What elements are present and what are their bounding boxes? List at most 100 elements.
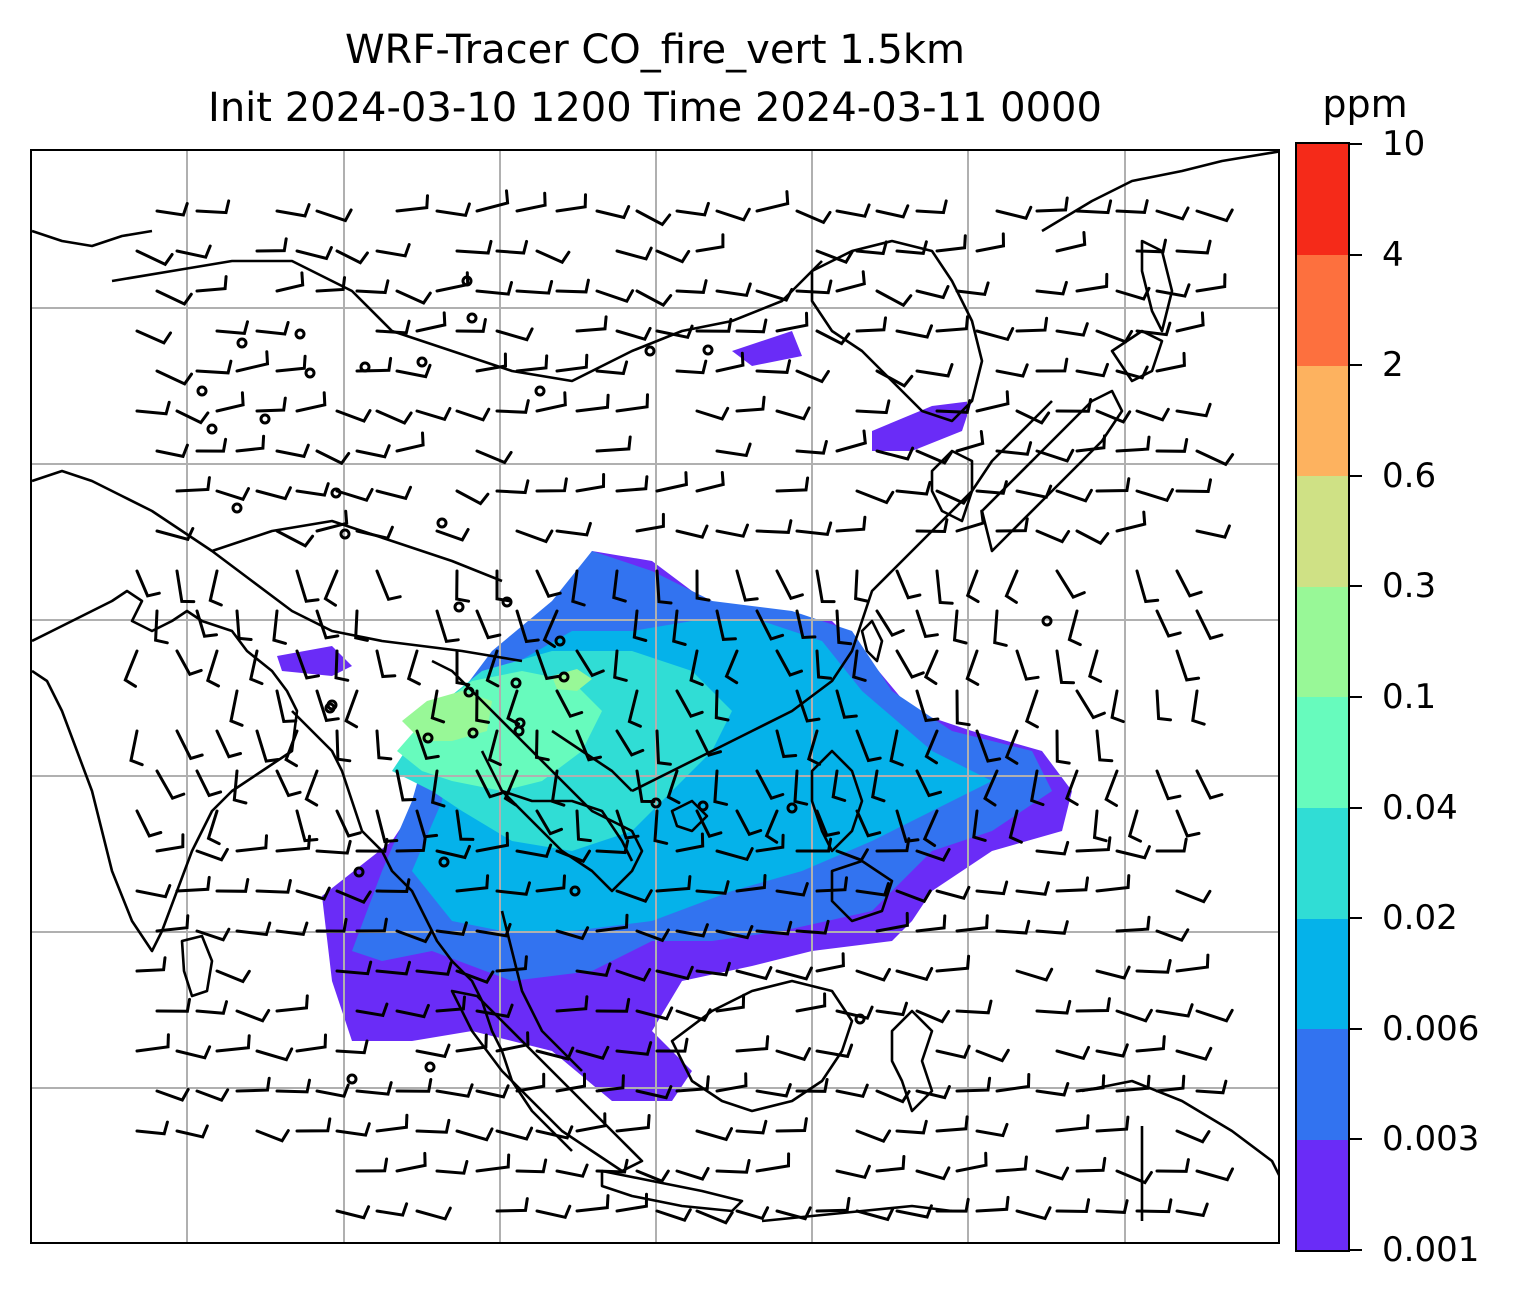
wind-barb — [1015, 649, 1040, 681]
wind-barb — [155, 833, 185, 853]
wind-barb — [1195, 1167, 1234, 1182]
wind-barb — [275, 203, 311, 218]
colorbar-segment — [1297, 475, 1348, 587]
colorbar-tick-label: 0.1 — [1382, 677, 1437, 717]
coastline-india — [32, 589, 299, 953]
wind-barb — [875, 1001, 908, 1017]
wind-barb — [675, 1075, 710, 1093]
wind-barb — [972, 809, 987, 842]
wind-barb — [975, 1122, 1009, 1138]
wind-barb — [295, 391, 327, 413]
wind-barb — [775, 882, 809, 897]
wind-barb — [815, 876, 848, 893]
wind-barb — [735, 809, 763, 837]
wind-barb — [672, 609, 687, 646]
wind-barb — [335, 1122, 371, 1137]
wind-barb — [255, 396, 287, 413]
wind-barb — [235, 1009, 271, 1023]
wind-barb — [635, 289, 673, 308]
wind-barb — [675, 1008, 712, 1023]
wind-barb — [375, 729, 393, 761]
wind-barb — [775, 966, 813, 981]
wind-barb — [735, 569, 759, 602]
calm-wind-circle — [294, 328, 306, 340]
wind-barb — [995, 205, 1033, 220]
wind-barb — [1195, 609, 1224, 641]
wind-barb — [755, 920, 793, 936]
wind-barb — [775, 569, 804, 601]
wind-barb — [871, 769, 886, 803]
wind-barb — [555, 521, 592, 537]
wind-barb — [1115, 435, 1151, 453]
wind-barb — [535, 477, 568, 493]
wind-barb — [875, 289, 913, 308]
wind-barb — [615, 246, 653, 261]
wind-barb — [855, 882, 890, 897]
wind-barb — [215, 729, 242, 759]
calm-wind-circle — [424, 1061, 436, 1073]
wind-barb — [395, 837, 427, 853]
wind-barb — [965, 569, 980, 604]
wind-barb — [615, 1114, 651, 1133]
colorbar-segment — [1297, 586, 1348, 698]
wind-barb — [655, 875, 692, 893]
wind-barb — [735, 318, 768, 334]
wind-barb — [1035, 280, 1068, 296]
wind-barb — [155, 289, 193, 306]
wind-barb — [495, 569, 511, 603]
wind-barb — [575, 962, 612, 977]
colorbar-tick-label: 0.02 — [1382, 898, 1458, 939]
wind-barb — [835, 270, 866, 293]
coastline-philippines-luzon — [810, 749, 864, 853]
wind-barb — [195, 199, 231, 215]
wind-barb — [995, 919, 1031, 935]
wind-barb — [675, 201, 710, 217]
wind-barb — [1115, 915, 1151, 933]
wind-barb — [235, 834, 268, 853]
colorbar-unit-label: ppm — [1322, 82, 1408, 126]
wind-barb — [435, 1160, 469, 1175]
wind-barb — [135, 1033, 170, 1053]
wind-barb — [295, 569, 320, 603]
wind-barb — [275, 529, 315, 548]
wind-barb — [275, 769, 302, 798]
wind-barb — [435, 609, 460, 644]
wind-barb — [535, 1046, 575, 1061]
calm-wind-circle — [854, 1013, 866, 1025]
wind-barb — [695, 880, 730, 895]
wind-barb — [1155, 928, 1190, 943]
wind-barb — [415, 311, 447, 333]
wind-barb — [695, 406, 730, 421]
tracer-level-0.001-north — [732, 331, 802, 366]
wind-barb — [1075, 272, 1109, 293]
wind-barb — [795, 689, 821, 723]
wind-barb — [895, 809, 920, 843]
coastline-china-south — [631, 400, 1053, 793]
wind-barb — [993, 609, 1008, 647]
calm-wind-circle — [510, 677, 522, 689]
wind-barb — [535, 569, 562, 598]
wind-barb — [315, 509, 349, 533]
wind-barb — [1035, 357, 1069, 373]
wind-barb — [775, 1047, 812, 1062]
wind-barb — [895, 649, 925, 679]
wind-barb — [249, 649, 264, 686]
wind-barb — [205, 649, 220, 688]
wind-barb — [455, 569, 471, 603]
wind-barb — [615, 393, 649, 413]
wind-barb — [415, 729, 440, 760]
wind-barb — [415, 961, 453, 976]
calm-wind-circle — [463, 686, 475, 698]
colorbar-segment — [1297, 1139, 1348, 1251]
wind-barb — [175, 569, 196, 604]
wind-barb — [755, 1083, 792, 1098]
wind-barb — [695, 961, 731, 977]
wind-barb — [715, 925, 754, 940]
wind-barb — [855, 729, 882, 763]
wind-barb — [1155, 1003, 1194, 1018]
wind-barb — [995, 517, 1029, 533]
wind-barb — [1115, 1074, 1151, 1093]
wind-barb — [935, 1197, 970, 1213]
wind-barb — [875, 911, 909, 933]
wind-barb — [154, 609, 169, 645]
